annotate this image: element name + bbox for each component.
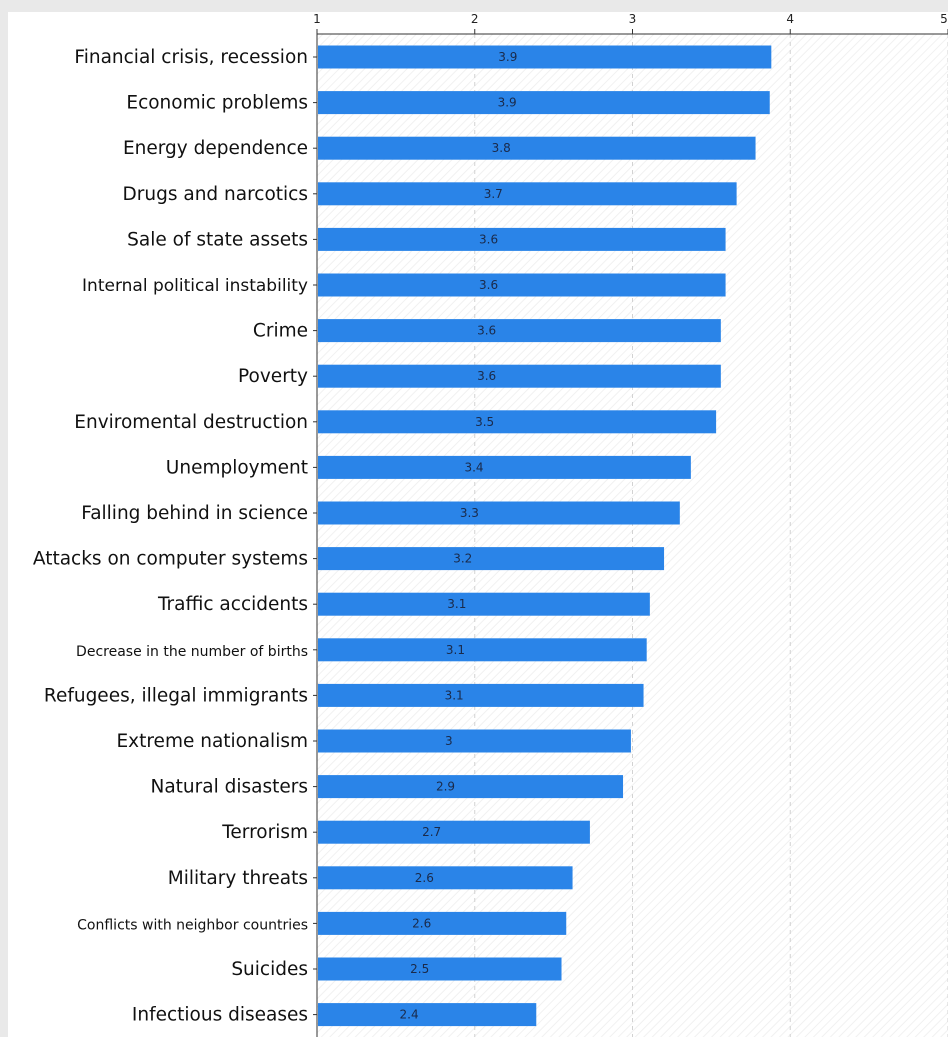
category-label: Natural disasters xyxy=(151,777,309,798)
bar xyxy=(318,729,631,753)
bar xyxy=(318,592,650,616)
bar-value-label: 3.8 xyxy=(492,141,511,155)
bar-value-label: 3.3 xyxy=(460,506,479,520)
bar-value-label: 2.9 xyxy=(436,780,455,794)
category-label: Infectious diseases xyxy=(132,1005,308,1026)
bar xyxy=(318,136,756,160)
category-label: Sale of state assets xyxy=(127,229,308,250)
bar xyxy=(318,227,726,251)
category-label: Crime xyxy=(253,321,308,342)
bar xyxy=(318,364,721,388)
bar xyxy=(318,410,717,434)
bars: 3.9 3.9 3.8 3.7 3.6 3.6 3.6 3.6 3.5 3.4 3.3 3.2 3.1 3… xyxy=(318,45,772,1027)
bar xyxy=(318,91,770,115)
category-label: Unemployment xyxy=(166,457,308,478)
bar xyxy=(318,501,680,525)
category-label: Conflicts with neighbor countries xyxy=(77,917,308,933)
bar xyxy=(318,45,772,69)
category-label: Terrorism xyxy=(221,822,308,843)
bar-value-label: 2.6 xyxy=(415,871,434,885)
bar xyxy=(318,273,726,297)
x-tick-label: 1 xyxy=(313,12,321,26)
bar-value-label: 3.7 xyxy=(484,187,503,201)
bar-value-label: 3.9 xyxy=(498,50,517,64)
category-label: Internal political instability xyxy=(82,276,308,296)
bar xyxy=(318,820,590,844)
bar-value-label: 2.5 xyxy=(410,962,429,976)
category-label: Financial crisis, recession xyxy=(74,47,308,68)
bar-value-label: 3.6 xyxy=(479,278,498,292)
bar xyxy=(318,455,691,479)
category-label: Drugs and narcotics xyxy=(123,184,308,205)
bar xyxy=(318,547,665,571)
bar-value-label: 3.6 xyxy=(477,369,496,383)
x-tick-label: 3 xyxy=(629,12,637,26)
x-tick-label: 2 xyxy=(471,12,479,26)
bar xyxy=(318,638,647,662)
category-label: Refugees, illegal immigrants xyxy=(44,685,308,706)
category-label: Decrease in the number of births xyxy=(76,644,308,660)
x-tick-label: 4 xyxy=(786,12,794,26)
category-label: Poverty xyxy=(238,366,308,387)
bar xyxy=(318,775,624,799)
category-label: Attacks on computer systems xyxy=(33,549,308,570)
bar-value-label: 2.4 xyxy=(400,1008,419,1022)
bar-value-label: 3 xyxy=(445,734,453,748)
bar-value-label: 3.1 xyxy=(445,688,464,702)
category-labels: Financial crisis, recession Economic prob… xyxy=(33,47,317,1026)
category-label: Economic problems xyxy=(126,93,308,114)
x-axis: 1 2 3 4 5 xyxy=(313,12,948,35)
bar xyxy=(318,957,562,981)
bar xyxy=(318,683,644,707)
bar-value-label: 2.7 xyxy=(422,825,441,839)
bar-value-label: 3.9 xyxy=(498,96,517,110)
bar-value-label: 2.6 xyxy=(412,916,431,930)
bar-value-label: 3.1 xyxy=(447,597,466,611)
category-label: Extreme nationalism xyxy=(116,731,308,752)
bar xyxy=(318,1003,537,1027)
bar xyxy=(318,319,721,343)
bar xyxy=(318,182,737,206)
category-label: Enviromental destruction xyxy=(74,412,308,433)
category-label: Suicides xyxy=(231,959,308,980)
category-label: Energy dependence xyxy=(123,138,308,159)
category-label: Falling behind in science xyxy=(81,503,308,524)
x-tick-label: 5 xyxy=(940,12,948,26)
category-label: Military threats xyxy=(168,868,308,889)
bar xyxy=(318,911,567,935)
category-label: Traffic accidents xyxy=(157,594,308,615)
bar-value-label: 3.4 xyxy=(464,460,483,474)
bar-value-label: 3.6 xyxy=(479,232,498,246)
bar-value-label: 3.1 xyxy=(446,643,465,657)
bar-value-label: 3.2 xyxy=(453,552,472,566)
bar-value-label: 3.6 xyxy=(477,324,496,338)
bar-value-label: 3.5 xyxy=(475,415,494,429)
bar xyxy=(318,866,573,890)
